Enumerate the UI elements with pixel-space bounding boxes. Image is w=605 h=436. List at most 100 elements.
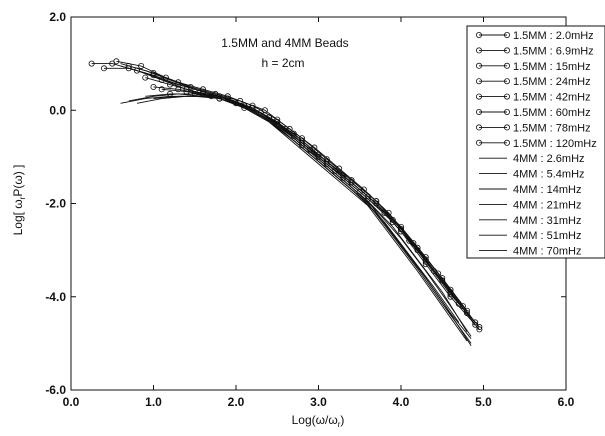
y-tick-label: 0.0 (49, 103, 66, 117)
legend-marker (475, 139, 482, 146)
data-point (113, 58, 120, 65)
data-point (455, 300, 462, 307)
series-5 (142, 74, 470, 314)
legend-marker (475, 124, 482, 131)
legend-item: 4MM : 70mHz (479, 246, 581, 258)
legend-item: 4MM : 21mHz (479, 199, 581, 211)
annotation-height: h = 2cm (261, 56, 304, 70)
legend-item: 4MM : 14mHz (479, 184, 581, 196)
y-tick-label: -4.0 (45, 290, 66, 304)
y-axis-title: Log[ ωrP(ω) ] (11, 165, 27, 236)
legend-label: 4MM : 31mHz (513, 215, 581, 227)
legend-label: 1.5MM : 2.0mHz (513, 30, 594, 42)
legend-item: 4MM : 5.4mHz (479, 169, 585, 181)
legend-item: 1.5MM : 60mHz (475, 107, 591, 119)
series-14 (145, 93, 468, 332)
legend-marker (503, 78, 510, 85)
data-point (406, 237, 413, 244)
series-line (153, 86, 476, 325)
data-point (389, 219, 396, 226)
legend-marker (475, 109, 482, 116)
legend-label: 4MM : 70mHz (513, 246, 581, 258)
legend-marker (503, 124, 510, 131)
series-9 (120, 63, 472, 346)
legend-label: 4MM : 14mHz (513, 184, 581, 196)
series-7 (158, 86, 462, 307)
legend-item: 1.5MM : 6.9mHz (475, 45, 594, 57)
legend-label: 4MM : 5.4mHz (513, 169, 585, 181)
legend-item: 1.5MM : 78mHz (475, 122, 591, 134)
annotation-layer: 1.5MM and 4MM Beads h = 2cm (221, 36, 348, 70)
legend-marker (503, 93, 510, 100)
y-tick-label: -6.0 (45, 383, 66, 397)
series-12 (128, 93, 472, 339)
series-line (120, 65, 472, 344)
series-line (91, 63, 480, 330)
legend-label: 1.5MM : 78mHz (513, 122, 591, 134)
legend-item: 4MM : 2.6mHz (479, 153, 585, 165)
legend-marker (475, 62, 482, 69)
legend-label: 1.5MM : 15mHz (513, 61, 591, 73)
data-point (88, 60, 95, 67)
legend-item: 1.5MM : 15mHz (475, 61, 591, 73)
data-point (439, 277, 446, 284)
legend-marker (503, 47, 510, 54)
series-line (145, 93, 468, 332)
x-tick-label: 6.0 (558, 395, 575, 409)
series-15 (153, 95, 472, 337)
legend-label: 4MM : 51mHz (513, 230, 581, 242)
series-layer (88, 58, 483, 346)
series-line (170, 93, 468, 314)
data-point (138, 62, 145, 69)
series-4 (125, 62, 479, 326)
series-line (104, 67, 480, 328)
data-point (381, 209, 388, 216)
x-tick-label: 3.0 (310, 395, 327, 409)
series-13 (136, 95, 460, 323)
data-point (463, 310, 470, 317)
legend-marker (503, 32, 510, 39)
series-10 (120, 65, 472, 344)
legend-marker (475, 93, 482, 100)
series-line (161, 88, 460, 304)
series-8 (166, 90, 470, 317)
data-point (422, 256, 429, 263)
series-line (120, 63, 472, 346)
x-tick-label: 5.0 (475, 395, 492, 409)
axis-titles: Log(ω/ωr) Log[ ωrP(ω) ] (11, 165, 344, 429)
x-tick-label: 2.0 (228, 395, 245, 409)
data-point (175, 86, 182, 93)
data-point (101, 65, 108, 72)
legend-label: 1.5MM : 6.9mHz (513, 45, 594, 57)
x-tick-label: 1.0 (145, 395, 162, 409)
series-line (145, 77, 468, 311)
legend-item: 1.5MM : 120mHz (475, 138, 597, 150)
legend-marker (475, 47, 482, 54)
legend-marker (475, 78, 482, 85)
data-point (472, 319, 479, 326)
legend-item: 1.5MM : 2.0mHz (475, 30, 594, 42)
series-line (128, 65, 476, 323)
annotation-title: 1.5MM and 4MM Beads (221, 36, 348, 50)
data-point (158, 86, 165, 93)
data-point (447, 289, 454, 296)
legend-marker (503, 109, 510, 116)
series-line (136, 95, 460, 323)
series-2 (101, 65, 483, 331)
y-tick-label: -2.0 (45, 197, 66, 211)
legend-item: 4MM : 31mHz (479, 215, 581, 227)
legend-marker (503, 139, 510, 146)
legend-item: 4MM : 51mHz (479, 230, 581, 242)
legend-marker (475, 32, 482, 39)
legend-box (466, 25, 605, 259)
series-line (153, 95, 472, 337)
data-point (142, 74, 149, 81)
legend-item: 1.5MM : 24mHz (475, 76, 591, 88)
legend-label: 1.5MM : 120mHz (513, 138, 597, 150)
legend-label: 4MM : 2.6mHz (513, 153, 585, 165)
x-tick-label: 4.0 (393, 395, 410, 409)
legend-marker (503, 62, 510, 69)
legend-label: 1.5MM : 24mHz (513, 76, 591, 88)
data-point (472, 321, 479, 328)
